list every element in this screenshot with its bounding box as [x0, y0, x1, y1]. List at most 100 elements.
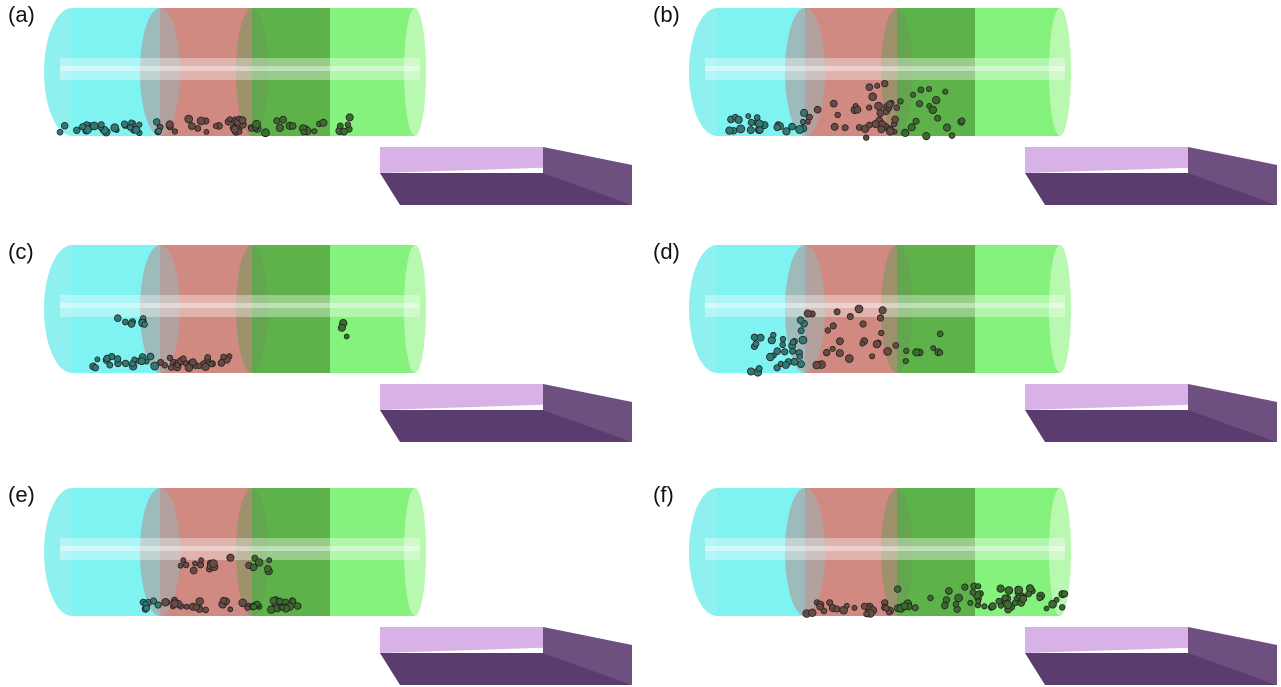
particle — [147, 353, 154, 360]
particle — [918, 87, 924, 93]
particle — [1005, 587, 1013, 595]
particle — [183, 562, 189, 568]
panel-label: (b) — [653, 2, 680, 27]
particle — [123, 319, 129, 325]
particle — [227, 117, 232, 122]
particle — [180, 356, 186, 362]
particle — [195, 126, 201, 132]
particle — [877, 315, 883, 321]
particle — [844, 603, 849, 608]
particle — [912, 605, 918, 611]
panel: (d) — [653, 239, 1277, 442]
particle — [886, 101, 893, 108]
particle — [968, 600, 973, 605]
particle — [817, 604, 823, 610]
particle — [783, 128, 790, 135]
particle — [798, 328, 804, 334]
particle — [213, 124, 218, 129]
particle — [935, 115, 941, 121]
particle — [830, 346, 835, 351]
particle — [757, 127, 764, 134]
particle — [104, 355, 110, 361]
particle — [122, 360, 129, 367]
highlight — [705, 546, 1065, 551]
particle — [151, 362, 159, 370]
particle — [830, 100, 837, 107]
particle — [128, 321, 135, 328]
particle — [797, 354, 802, 359]
particle — [197, 117, 205, 125]
particle — [1044, 606, 1049, 611]
particle — [836, 338, 843, 345]
particle — [185, 115, 193, 123]
panel: (e) — [8, 482, 632, 685]
particle — [782, 362, 789, 369]
particle — [894, 105, 900, 111]
particle — [255, 559, 263, 567]
particle — [142, 322, 148, 328]
particle — [204, 129, 209, 134]
particle — [836, 350, 843, 357]
particle — [892, 116, 899, 123]
particle — [290, 123, 297, 130]
particle — [790, 348, 796, 354]
particle — [879, 307, 886, 314]
particle — [982, 604, 987, 609]
particle — [893, 343, 899, 349]
panel: (c) — [8, 239, 632, 442]
particle — [872, 121, 879, 128]
particle — [767, 353, 775, 361]
particle — [955, 594, 963, 602]
particle — [1061, 591, 1067, 597]
particle — [903, 358, 908, 363]
highlight — [60, 303, 420, 308]
particle — [166, 121, 173, 128]
particle — [92, 365, 98, 371]
particle — [301, 129, 307, 135]
particle — [74, 127, 81, 134]
particle — [790, 339, 796, 345]
particle — [796, 126, 804, 134]
particle — [162, 599, 170, 607]
particle — [877, 110, 884, 117]
particle — [861, 603, 867, 609]
particle — [220, 597, 226, 603]
particle — [879, 330, 884, 335]
particle — [904, 348, 909, 353]
particle — [814, 106, 821, 113]
particle — [746, 114, 751, 119]
panel-label: (a) — [8, 2, 35, 27]
particle — [337, 123, 343, 129]
particle — [150, 598, 156, 604]
particle — [887, 128, 895, 136]
particle — [172, 129, 177, 134]
particle — [290, 598, 296, 604]
particle — [799, 336, 807, 344]
particle — [80, 124, 86, 130]
particle — [804, 310, 811, 317]
particle — [57, 129, 63, 135]
particle — [111, 124, 119, 132]
particle — [274, 118, 280, 124]
particle — [870, 354, 875, 359]
particle — [747, 368, 754, 375]
particle — [1049, 600, 1057, 608]
particle — [873, 341, 880, 348]
panel-label: (c) — [8, 239, 34, 264]
particle — [860, 341, 865, 346]
particle — [270, 597, 277, 604]
particle — [197, 364, 202, 369]
particle — [923, 132, 930, 139]
particle — [942, 602, 949, 609]
particle — [913, 118, 919, 124]
particle — [95, 357, 100, 362]
particle — [265, 566, 272, 573]
highlight — [60, 66, 420, 71]
particle — [943, 124, 950, 131]
particle — [864, 611, 870, 617]
particle — [61, 122, 68, 129]
particle — [203, 607, 209, 613]
particle — [228, 607, 233, 612]
particle — [115, 356, 121, 362]
particle — [114, 315, 121, 322]
